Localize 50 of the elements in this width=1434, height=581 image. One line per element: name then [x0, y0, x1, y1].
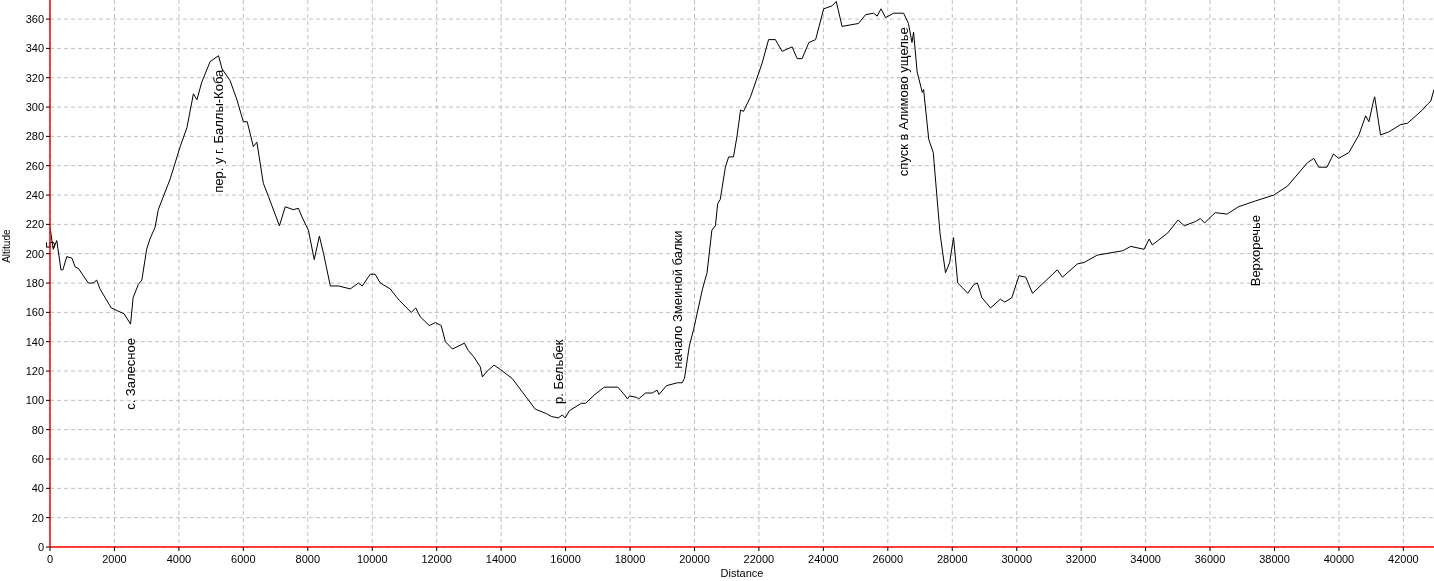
y-tick-label: 40 — [31, 482, 44, 495]
y-axis-title: Altitude — [1, 229, 12, 263]
y-tick-label: 360 — [25, 12, 44, 25]
x-tick-label: 36000 — [1194, 553, 1226, 565]
y-tick-label: 180 — [25, 276, 44, 289]
x-tick-label: 24000 — [808, 553, 839, 565]
y-tick-label: 340 — [25, 42, 44, 55]
x-tick-label: 34000 — [1130, 553, 1161, 565]
x-tick-label: 30000 — [1001, 553, 1032, 565]
y-tick-label: 140 — [25, 335, 44, 348]
annotation: пер. у г. Баллы-Коба — [211, 68, 227, 193]
y-tick-label: 60 — [31, 452, 44, 465]
y-tick-label: 220 — [25, 218, 44, 231]
x-tick-label: 28000 — [936, 553, 968, 565]
x-tick-label: 2000 — [102, 553, 127, 565]
x-tick-label: 12000 — [421, 553, 452, 565]
y-tick-label: 0 — [37, 540, 44, 553]
y-tick-label: 240 — [25, 188, 44, 201]
x-axis-title: Distance — [720, 567, 764, 579]
x-tick-label: 14000 — [485, 553, 517, 565]
x-tick-label: 10000 — [356, 553, 388, 565]
y-tick-label: 300 — [25, 100, 44, 113]
y-tick-label: 320 — [25, 71, 44, 84]
x-tick-label: 22000 — [743, 553, 775, 565]
annotation: Верхоречье — [1248, 214, 1264, 287]
annotation: 5 — [42, 241, 58, 249]
y-tick-label: 200 — [25, 247, 44, 260]
annotation: начало Змеиной балки — [669, 230, 685, 369]
x-tick-label: 20000 — [679, 553, 710, 565]
x-tick-label: 4000 — [166, 553, 192, 565]
y-tick-label: 20 — [31, 511, 44, 524]
x-tick-label: 26000 — [872, 553, 904, 565]
annotation: с. Залесное — [123, 338, 139, 410]
x-tick-label: 32000 — [1065, 553, 1097, 565]
y-tick-label: 260 — [25, 159, 44, 172]
y-tick-label: 160 — [25, 306, 44, 319]
y-tick-label: 80 — [31, 423, 44, 436]
y-tick-label: 120 — [25, 364, 44, 377]
x-tick-label: 8000 — [295, 553, 321, 565]
x-tick-label: 40000 — [1323, 553, 1355, 565]
x-tick-label: 18000 — [614, 553, 646, 565]
x-tick-label: 42000 — [1388, 553, 1419, 565]
y-tick-label: 100 — [25, 394, 44, 407]
annotation: спуск в Алимово ущелье — [896, 27, 912, 177]
x-tick-label: 0 — [46, 553, 54, 565]
annotation: р. Бельбек — [550, 339, 566, 404]
x-tick-label: 6000 — [231, 553, 256, 565]
x-tick-label: 38000 — [1259, 553, 1290, 565]
x-tick-label: 16000 — [550, 553, 581, 565]
y-tick-label: 280 — [25, 130, 44, 143]
